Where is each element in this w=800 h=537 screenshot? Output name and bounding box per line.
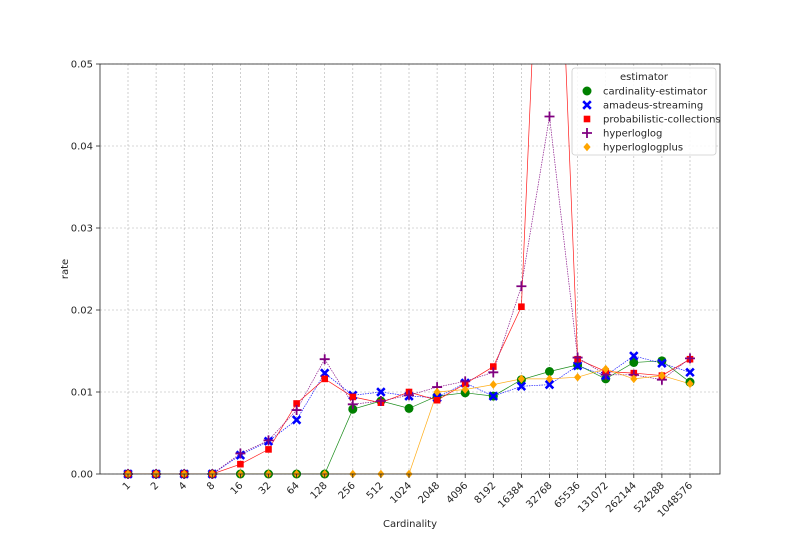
y-tick-label: 0.01 [71, 388, 93, 399]
data-point-cardinality-estimator [545, 367, 554, 376]
y-tick-label: 0.05 [71, 60, 93, 71]
data-point-hyperloglog [263, 435, 274, 446]
data-point-hyperloglog [544, 111, 555, 122]
data-point-hyperloglog [516, 281, 527, 292]
data-point-hyperloglogplus [461, 385, 469, 394]
data-point-cardinality-estimator [404, 403, 414, 413]
y-tick-label: 0.04 [71, 142, 93, 153]
legend-marker-hyperloglog [582, 128, 592, 138]
data-point-probabilistic-collections [293, 400, 300, 407]
data-point-amadeus-streaming [516, 381, 527, 391]
data-point-hyperloglogplus [517, 374, 525, 384]
data-point-hyperloglogplus [630, 374, 638, 384]
legend-marker-amadeus-streaming [582, 100, 592, 110]
data-point-probabilistic-collections [349, 393, 357, 401]
series-line-hyperloglog [128, 116, 691, 474]
data-point-cardinality-estimator [657, 356, 667, 366]
legend: estimator cardinality-estimator amadeus-s… [571, 67, 721, 156]
data-point-amadeus-streaming [488, 391, 499, 401]
data-point-cardinality-estimator [629, 357, 639, 367]
data-point-amadeus-streaming [544, 379, 555, 390]
data-point-amadeus-streaming [629, 351, 639, 361]
y-tick-label: 0.03 [71, 224, 93, 235]
data-point-hyperloglogplus [489, 380, 497, 389]
data-point-probabilistic-collections [237, 460, 244, 468]
data-point-probabilistic-collections [490, 363, 497, 370]
data-point-hyperloglogplus [686, 379, 694, 389]
series-line-amadeus-streaming [128, 355, 691, 474]
data-point-amadeus-streaming [291, 415, 302, 425]
data-point-hyperloglog [291, 405, 302, 416]
data-point-hyperloglog [460, 376, 471, 387]
data-point-hyperloglog [404, 390, 414, 401]
data-point-hyperloglogplus [433, 387, 441, 397]
legend-items: cardinality-estimator amadeus-streaming pr… [582, 86, 721, 154]
legend-label-amadeus-streaming: amadeus-streaming [603, 101, 703, 112]
data-point-hyperloglog [572, 352, 583, 363]
legend-label-hyperloglogplus: hyperloglogplus [603, 143, 683, 154]
data-point-hyperloglogplus [545, 374, 554, 384]
data-point-probabilistic-collections [265, 446, 272, 453]
legend-label-hyperloglog: hyperloglog [603, 129, 662, 140]
data-point-hyperloglog [347, 399, 358, 410]
series-line-hyperloglogplus [128, 368, 691, 474]
legend-box [571, 67, 717, 156]
y-tick-label: 0.00 [71, 470, 93, 481]
y-axis-title: rate [60, 259, 71, 279]
legend-marker-cardinality-estimator [582, 86, 592, 96]
legend-marker-probabilistic-collections [583, 115, 591, 123]
data-point-hyperloglog [685, 353, 695, 364]
data-point-probabilistic-collections [433, 396, 441, 404]
x-axis-title: Cardinality [383, 519, 437, 530]
data-point-amadeus-streaming [376, 387, 386, 397]
legend-label-cardinality-estimator: cardinality-estimator [603, 87, 708, 98]
data-point-hyperloglog [235, 448, 246, 459]
data-point-probabilistic-collections [518, 303, 525, 311]
data-point-amadeus-streaming [685, 367, 695, 378]
legend-title: estimator [620, 72, 669, 83]
legend-label-probabilistic-collections: probabilistic-collections [603, 115, 721, 126]
data-point-amadeus-streaming [657, 358, 667, 369]
data-point-hyperloglogplus [658, 371, 666, 380]
data-point-hyperloglog [488, 367, 499, 378]
data-point-hyperloglog [319, 354, 330, 365]
data-point-hyperloglog [375, 396, 386, 407]
y-tick-label: 0.02 [71, 306, 93, 317]
data-point-hyperloglogplus [574, 372, 582, 382]
data-point-amadeus-streaming [572, 361, 583, 371]
y-axis-ticks: 0.00 0.01 0.02 0.03 0.04 0.05 [71, 60, 100, 481]
plot-frame [99, 63, 721, 475]
legend-marker-hyperloglogplus [583, 142, 591, 152]
data-point-hyperloglogplus [602, 364, 610, 374]
data-point-probabilistic-collections [321, 375, 328, 383]
